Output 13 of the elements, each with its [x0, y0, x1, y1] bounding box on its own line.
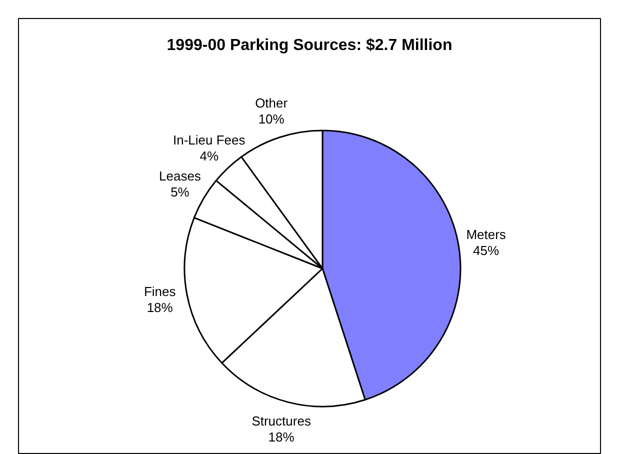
- data-label: 45%: [473, 243, 500, 258]
- chart-title: 1999-00 Parking Sources: $2.7 Million: [166, 37, 452, 54]
- data-label: 5%: [170, 184, 190, 200]
- slice-label: Meters: [466, 227, 506, 242]
- slice-label: In-Lieu Fees: [173, 132, 246, 148]
- slice-label: Other: [255, 96, 288, 111]
- data-label: 18%: [268, 429, 295, 444]
- slice-label: Fines: [144, 284, 176, 300]
- data-label: 18%: [146, 300, 174, 316]
- slice-label: Structures: [252, 413, 312, 428]
- slice-label: Leases: [159, 168, 202, 184]
- data-label: 10%: [258, 112, 285, 127]
- data-label: 4%: [200, 148, 219, 164]
